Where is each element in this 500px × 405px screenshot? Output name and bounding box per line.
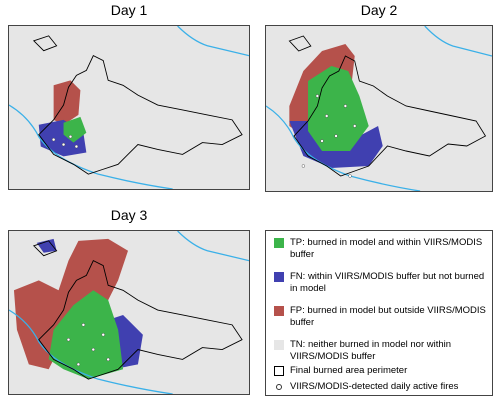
legend-label: FP: burned in model but outside VIIRS/MO… [290, 305, 486, 328]
map-day-1 [8, 25, 250, 190]
legend-item: TP: burned in model and within VIIRS/MOD… [274, 237, 488, 261]
legend-item: FP: burned in model but outside VIIRS/MO… [274, 305, 488, 329]
map-day-3 [8, 230, 250, 395]
legend-label: FN: within VIIRS/MODIS buffer but not bu… [290, 271, 485, 294]
legend-label: TN: neither burned in model nor within V… [290, 339, 452, 362]
panel-title: Day 2 [360, 2, 398, 18]
legend-item: Final burned area perimeter [274, 365, 488, 377]
legend-item: TN: neither burned in model nor within V… [274, 339, 488, 363]
legend-label: Final burned area perimeter [290, 365, 408, 376]
panel-title: Day 1 [110, 2, 148, 18]
panel-title: Day 3 [110, 207, 148, 223]
legend-label: VIIRS/MODIS-detected daily active fires [290, 381, 459, 392]
legend-label: TP: burned in model and within VIIRS/MOD… [290, 237, 483, 260]
legend-item: VIIRS/MODIS-detected daily active fires [274, 381, 488, 393]
legend-item: FN: within VIIRS/MODIS buffer but not bu… [274, 271, 488, 295]
legend: TP: burned in model and within VIIRS/MOD… [265, 230, 493, 396]
map-day-2 [265, 25, 493, 192]
